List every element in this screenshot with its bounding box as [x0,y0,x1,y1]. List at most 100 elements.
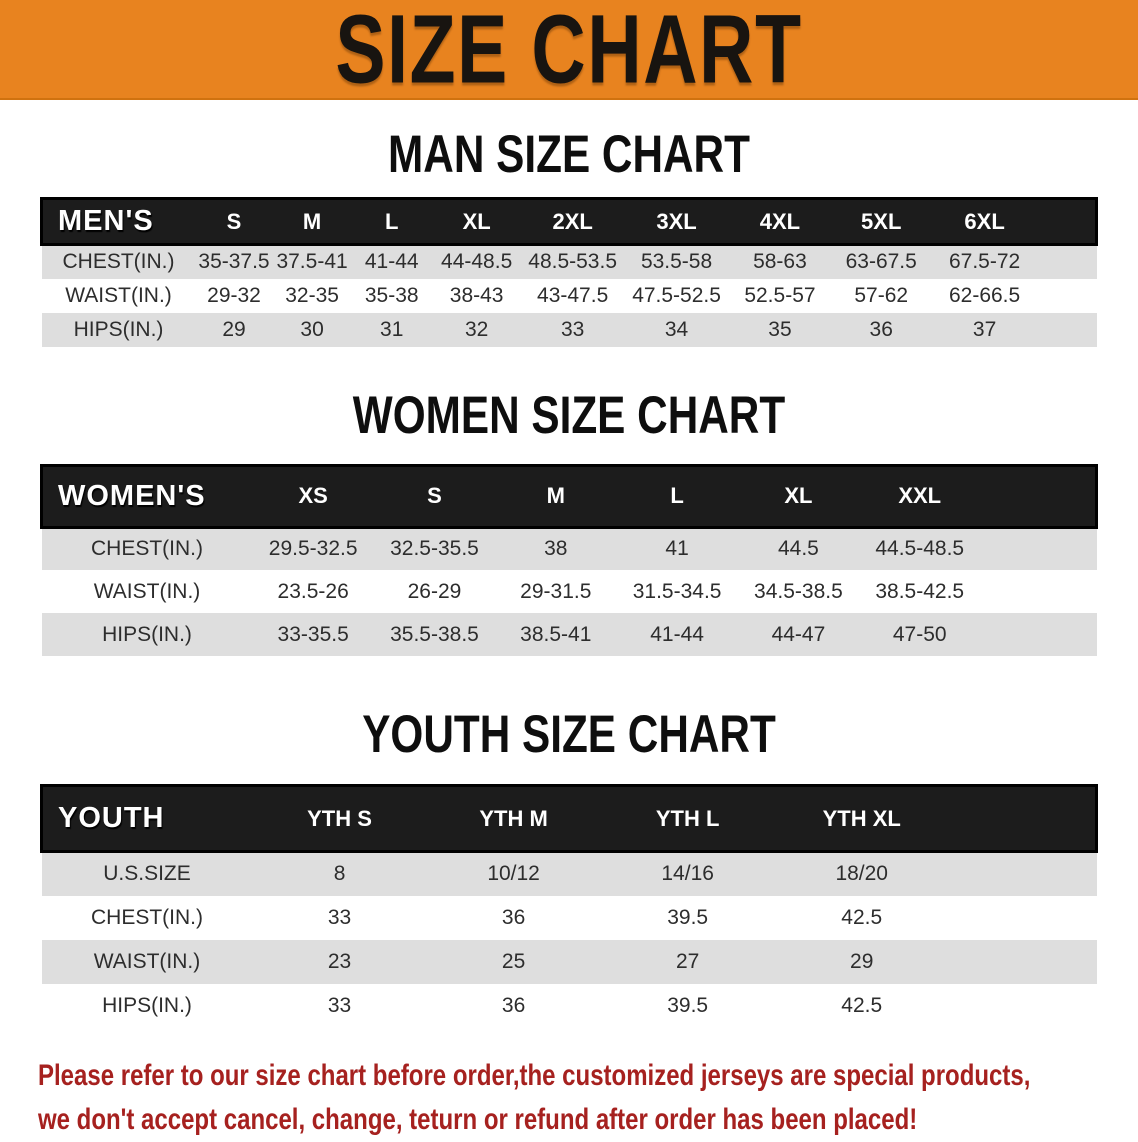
row-label: HIPS(IN.) [102,622,192,646]
corner-label: MEN'S [39,197,196,246]
banner: SIZE CHART [0,0,1138,103]
row-spacer [949,984,1097,1028]
size-value-cell: 47.5-52.5 [632,283,721,307]
women-size-table: WOMEN'S XS S M L XL XXL CHEST(IN.) 29.5-32.5 32.… [39,463,1099,656]
size-column-header: XL [737,463,860,529]
size-column-header: 5XL [830,197,932,246]
table-row: U.S.SIZE 8 10/12 14/16 18/20 [41,851,1097,896]
size-value-cell: 31.5-34.5 [632,579,722,603]
size-value-cell: 41 [665,537,689,561]
table-row: CHEST(IN.) 29.5-32.5 32.5-35.5 38 41 44.5 44.5… [41,527,1097,570]
size-value-cell: 38.5-42.5 [875,579,965,603]
size-column-header: M [272,197,352,246]
size-value-cell: 35 [768,317,792,341]
size-value-cell: 57-62 [854,283,909,307]
row-spacer [949,852,1097,896]
row-spacer [1037,245,1096,279]
table-row: HIPS(IN.) 33 36 39.5 42.5 [41,983,1097,1028]
size-value-cell: 44-47 [771,622,826,646]
size-value-cell: 41-44 [364,250,419,274]
size-value-cell: 8 [333,862,346,886]
size-column-header: 4XL [729,197,831,246]
men-section-title: MAN SIZE CHART [388,123,750,184]
size-column-header: 3XL [623,197,730,246]
row-label: WAIST(IN.) [93,949,201,973]
women-table-body: CHEST(IN.) 29.5-32.5 32.5-35.5 38 41 44.5 44.5… [41,527,1097,656]
size-column-header: 6XL [931,197,1038,246]
size-value-cell: 25 [501,949,526,973]
size-column-header: XL [431,197,522,246]
size-value-cell: 35.5-38.5 [390,622,479,646]
table-row: WAIST(IN.) 23.5-26 26-29 29-31.5 31.5-34.5 34… [41,570,1097,613]
size-column-header: S [195,197,273,246]
row-label: WAIST(IN.) [93,579,201,603]
size-column-header: XXL [859,463,981,529]
footer-note: Please refer to our size chart before or… [38,1054,1138,1142]
size-value-cell: 67.5-72 [948,250,1021,274]
row-spacer [949,940,1097,984]
size-column-header: YTH S [252,784,427,853]
men-size-table: MEN'S S M L XL 2XL 3XL 4XL 5XL 6XL CHEST(IN.) 35-3… [39,197,1099,347]
size-value-cell: 53.5-58 [640,250,713,274]
size-value-cell: 43-47.5 [537,283,609,307]
size-value-cell: 44-48.5 [441,250,513,274]
table-row: WAIST(IN.) 29-32 32-35 35-38 38-43 43-47.5 47.… [41,278,1097,313]
size-value-cell: 32-35 [285,283,339,307]
size-value-cell: 18/20 [835,862,888,886]
size-value-cell: 31 [380,317,404,341]
youth-header-row: YOUTH YTH S YTH M YTH L YTH XL [40,784,1098,853]
size-value-cell: 39.5 [667,905,709,929]
size-value-cell: 33 [327,993,352,1017]
size-column-header: YTH L [600,784,775,853]
row-label: CHEST(IN.) [91,537,203,561]
row-label: CHEST(IN.) [62,250,175,274]
size-value-cell: 42.5 [841,905,883,929]
size-value-cell: 35-38 [364,283,419,307]
corner-label: YOUTH [40,784,253,853]
size-value-cell: 14/16 [661,862,714,886]
size-value-cell: 58-63 [753,250,807,274]
men-table-body: CHEST(IN.) 35-37.5 37.5-41 41-44 44-48.5 48.5… [41,244,1097,347]
size-value-cell: 38 [544,537,568,561]
size-value-cell: 38.5-41 [520,622,592,646]
size-column-header: L [351,197,432,246]
footer-note-line2: we don't accept cancel, change, teturn o… [38,1102,918,1136]
size-value-cell: 32 [464,317,489,341]
men-section: MAN SIZE CHART MEN'S S M L XL 2XL 3XL 4XL 5XL 6XL… [0,123,1138,347]
size-value-cell: 44.5 [777,537,819,561]
size-value-cell: 42.5 [841,993,883,1017]
footer-note-line1: Please refer to our size chart before or… [38,1058,1031,1092]
size-value-cell: 33 [560,317,585,341]
table-row: WAIST(IN.) 23 25 27 29 [41,939,1097,984]
row-label: HIPS(IN.) [102,993,192,1017]
size-value-cell: 29 [850,949,874,973]
size-value-cell: 44.5-48.5 [875,537,965,561]
size-column-header: S [373,463,496,529]
row-label: WAIST(IN.) [65,283,172,307]
size-value-cell: 33-35.5 [277,622,349,646]
women-section: WOMEN SIZE CHART WOMEN'S XS S M L XL XXL CHEST… [0,384,1138,656]
size-value-cell: 35-37.5 [198,250,270,274]
size-value-cell: 48.5-53.5 [528,250,618,274]
table-row: HIPS(IN.) 33-35.5 35.5-38.5 38.5-41 41-44 44-… [41,613,1097,656]
header-spacer [948,784,1098,853]
size-column-header: M [495,463,617,529]
size-value-cell: 41-44 [650,622,704,646]
size-value-cell: 23.5-26 [277,579,349,603]
size-value-cell: 62-66.5 [948,283,1021,307]
row-spacer [980,570,1096,613]
row-spacer [980,613,1096,656]
size-value-cell: 29 [222,317,246,341]
men-header-row: MEN'S S M L XL 2XL 3XL 4XL 5XL 6XL [39,197,1099,246]
size-value-cell: 34.5-38.5 [754,579,843,603]
size-value-cell: 29.5-32.5 [268,537,358,561]
header-spacer [1037,197,1099,246]
row-spacer [1037,279,1096,313]
size-value-cell: 27 [675,949,700,973]
youth-section-title: YOUTH SIZE CHART [362,703,776,764]
table-row: HIPS(IN.) 29 30 31 32 33 34 35 36 37 [41,312,1097,347]
size-column-header: YTH M [426,784,601,853]
size-column-header: L [616,463,738,529]
row-spacer [1037,313,1096,347]
row-label: HIPS(IN.) [73,317,164,341]
